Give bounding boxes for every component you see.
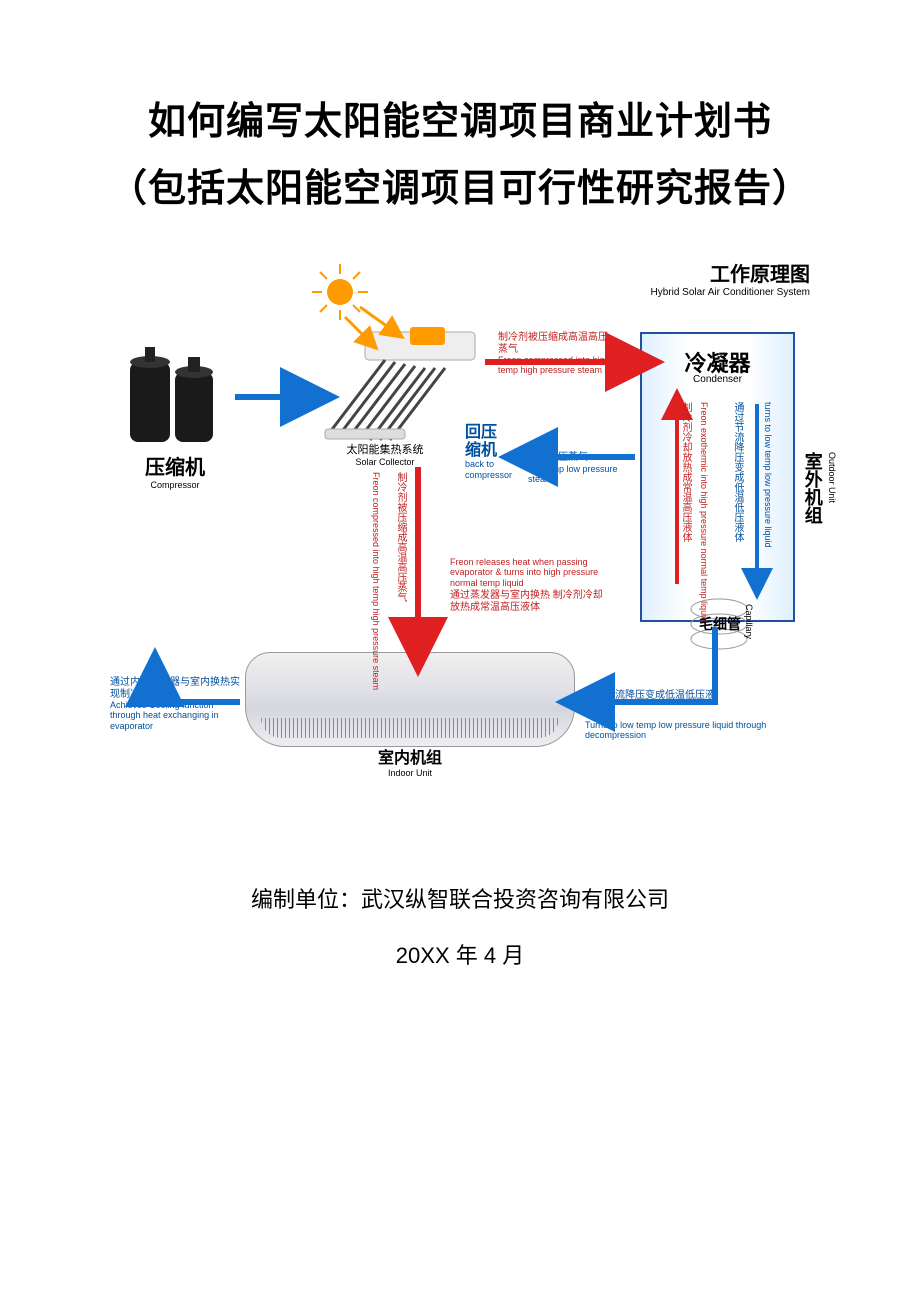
diagram-title-zh: 工作原理图 (650, 264, 810, 287)
footer-date: 20XX 年 4 月 (60, 938, 860, 970)
diagram-title-en: Hybrid Solar Air Conditioner System (650, 287, 810, 299)
anno-cooling-zh: 通过内机蒸发器与室内换热实现制冷 (110, 677, 240, 700)
compressor-label-zh: 压缩机 (120, 457, 230, 480)
anno-low-steam-zh: 低温低压蒸气 (528, 452, 628, 464)
anno-freon-compressed-en: Freon compressed into high temp high pre… (498, 355, 613, 376)
compressor-icon (120, 342, 230, 452)
anno-freon-releases-en: Freon releases heat when passing evapora… (450, 557, 605, 588)
anno-low-steam-en: low temp low pressure steam (528, 464, 628, 485)
title-line-1: 如何编写太阳能空调项目商业计划书 (60, 90, 860, 145)
vert-red-compressed-zh: 制冷剂被压缩成高温高压蒸气 (395, 472, 406, 602)
working-principle-diagram: 工作原理图 Hybrid Solar Air Conditioner Syste… (110, 282, 810, 782)
vert-red-compressed-en: Freon compressed into high temp high pre… (370, 472, 380, 690)
vert-blue-throttle-en: turns to low temp low pressure liquid (762, 402, 772, 548)
title-line-2: （包括太阳能空调项目可行性研究报告） (60, 157, 860, 212)
anno-turns-low-zh: 通过节流降压变成低温低压液体 (585, 690, 715, 713)
vert-red-exothermic-en: Freon exothermic into high pressure norm… (698, 402, 708, 622)
solar-label-zh: 太阳能集热系统 (315, 444, 455, 457)
document-title-block: 如何编写太阳能空调项目商业计划书 （包括太阳能空调项目可行性研究报告） (60, 90, 860, 212)
capillary-icon: 毛细管 Capillary (664, 594, 774, 664)
solar-label-en: Solar Collector (315, 457, 455, 467)
sun-icon (310, 262, 370, 322)
indoor-unit-icon (245, 652, 575, 747)
footer-block: 编制单位：武汉纵智联合投资咨询有限公司 20XX 年 4 月 (60, 882, 860, 970)
footer-organization: 编制单位：武汉纵智联合投资咨询有限公司 (60, 882, 860, 914)
outdoor-unit-en: Outdoor Unit (826, 452, 836, 503)
condenser-inner-arrows (642, 334, 797, 624)
anno-turns-low-en: Turns to low temp low pressure liquid th… (585, 720, 785, 741)
indoor-unit-zh: 室内机组 (330, 750, 490, 768)
capillary-label-en: Capillary (744, 604, 754, 639)
back-compressor-en: back to compressor (465, 459, 525, 480)
anno-freon-compressed-zh: 制冷剂被压缩成高温高压蒸气 (498, 332, 613, 355)
vert-blue-throttle-zh: 通过节流降压变成低温低压液体 (732, 402, 743, 542)
indoor-unit-en: Indoor Unit (330, 768, 490, 778)
vert-red-exothermic-zh: 制冷剂冷却放热成常温高压液体 (680, 402, 691, 542)
compressor-label-en: Compressor (120, 480, 230, 490)
anno-cooling-en: Achieves Cooling function through heat e… (110, 700, 240, 731)
solar-collector-icon (315, 327, 480, 442)
anno-freon-releases-zh: 通过蒸发器与室内换热 制冷剂冷却放热成常温高压液体 (450, 590, 605, 613)
outdoor-unit-zh: 室外机组 (802, 452, 823, 524)
